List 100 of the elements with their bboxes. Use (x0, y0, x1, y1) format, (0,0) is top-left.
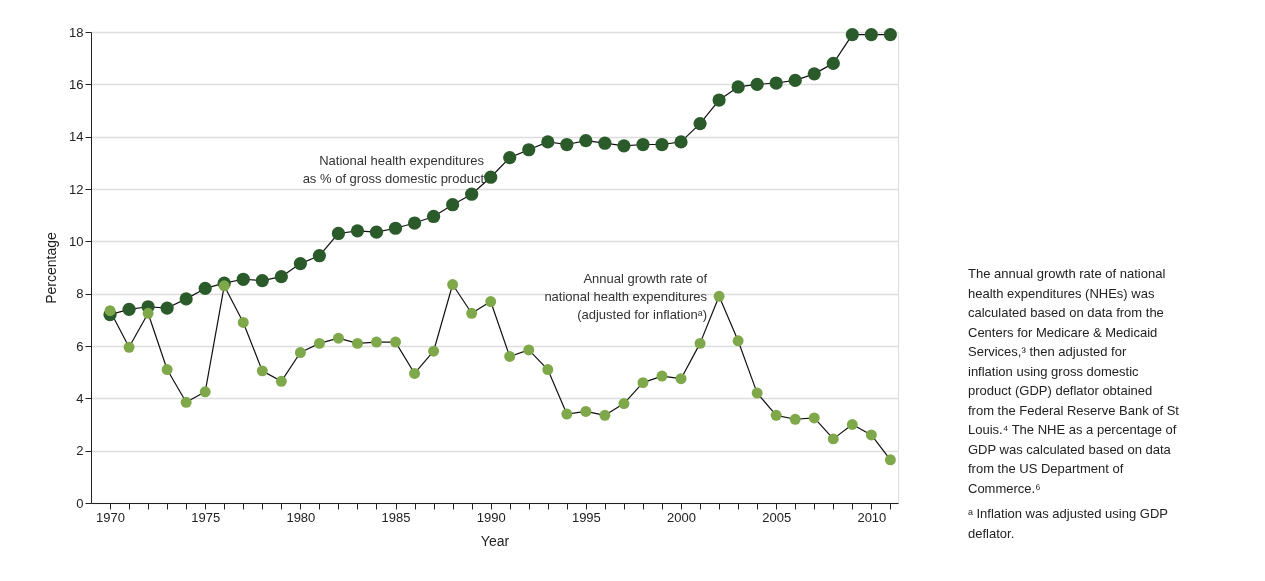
y-tick-label: 14 (69, 129, 84, 145)
y-tick-label: 0 (76, 495, 84, 511)
x-tick-label: 2000 (667, 509, 696, 525)
point (390, 336, 402, 348)
point (484, 170, 498, 184)
y-axis-title: Percentage (43, 231, 60, 304)
point (826, 56, 840, 70)
point (618, 398, 630, 410)
point (236, 272, 250, 286)
point (407, 216, 422, 230)
x-tick-label: 1975 (191, 509, 221, 525)
point (617, 139, 631, 153)
point (846, 419, 858, 430)
point (256, 365, 268, 377)
point (351, 337, 363, 349)
x-tick-label: 2005 (762, 509, 792, 525)
y-tick-label: 12 (69, 181, 84, 197)
y-tick-label: 4 (76, 390, 84, 406)
y-tick-label: 16 (69, 76, 84, 92)
point (751, 387, 763, 399)
point (218, 280, 230, 292)
y-tick-label: 8 (76, 286, 84, 302)
series-label: Annual growth rate of national health expenditures (adjusted for inflationᵃ) (544, 271, 708, 322)
y-tick-label: 10 (69, 233, 84, 249)
point (807, 67, 821, 81)
point (731, 80, 745, 94)
point (750, 77, 764, 91)
point (541, 135, 555, 149)
point (313, 337, 325, 349)
point (446, 198, 460, 212)
point (199, 386, 211, 398)
point (542, 364, 554, 376)
y-tick-label: 2 (76, 443, 84, 459)
point (598, 136, 612, 150)
point (655, 137, 669, 152)
x-tick-label: 1985 (381, 509, 411, 525)
point (274, 270, 288, 284)
point (864, 28, 878, 42)
point (675, 373, 687, 385)
point (369, 225, 384, 239)
point (713, 290, 725, 302)
point (637, 377, 649, 389)
point (331, 226, 346, 241)
point (561, 408, 573, 420)
point (636, 137, 650, 152)
point (426, 209, 441, 224)
point (788, 73, 802, 88)
point (142, 307, 154, 319)
x-tick-label: 2010 (857, 509, 887, 525)
point (312, 249, 327, 263)
point (732, 335, 744, 347)
y-tick-label: 18 (69, 24, 84, 40)
point (465, 187, 479, 201)
point (503, 151, 517, 165)
point (160, 301, 174, 315)
series-label: National health expenditures as % of gross domestic product (302, 153, 485, 186)
x-tick-label: 1995 (571, 509, 601, 525)
point (693, 116, 707, 131)
point (180, 396, 192, 408)
point (712, 93, 726, 107)
x-tick-label: 1970 (96, 509, 125, 525)
point (808, 412, 820, 424)
point (198, 281, 212, 296)
point (560, 137, 574, 152)
point (332, 332, 344, 344)
point (293, 256, 307, 271)
point (275, 375, 287, 387)
point (770, 409, 782, 421)
point (523, 344, 535, 356)
point (884, 454, 896, 466)
point (522, 143, 536, 157)
point (485, 296, 497, 307)
text: The annual growth rate of national health expenditures (NHEs) was calculated based on data from the Centers for Medicare & Medicaid Services,³ then adjusted for inflation using gross domestic product (GDP) deflator obtained from the Federal Reserve Bank of St Louis.⁴ The NHE as a percentage of GDP was calculated based on data from the US Department of Commerce.⁶ (968, 266, 1179, 496)
point (237, 316, 249, 328)
point (789, 413, 801, 425)
point (674, 135, 688, 149)
text: ᵃ Inflation was adjusted using GDP deflator. (968, 506, 1168, 541)
point (388, 221, 403, 235)
point (428, 345, 440, 357)
point (371, 336, 382, 348)
x-axis-title: Year (480, 532, 510, 549)
x-tick-label: 1990 (476, 509, 506, 525)
point (656, 370, 668, 382)
point (599, 409, 611, 421)
point (694, 337, 706, 349)
point (769, 76, 783, 90)
point (179, 292, 193, 306)
point (350, 224, 365, 238)
point (104, 305, 116, 317)
point (466, 307, 478, 319)
point (294, 347, 306, 359)
point (504, 351, 516, 362)
point (409, 368, 421, 379)
x-tick-label: 1980 (286, 509, 316, 525)
point (845, 28, 859, 42)
point (255, 273, 269, 288)
point (883, 28, 897, 42)
point (123, 341, 135, 353)
point (161, 364, 173, 376)
point (447, 279, 459, 290)
